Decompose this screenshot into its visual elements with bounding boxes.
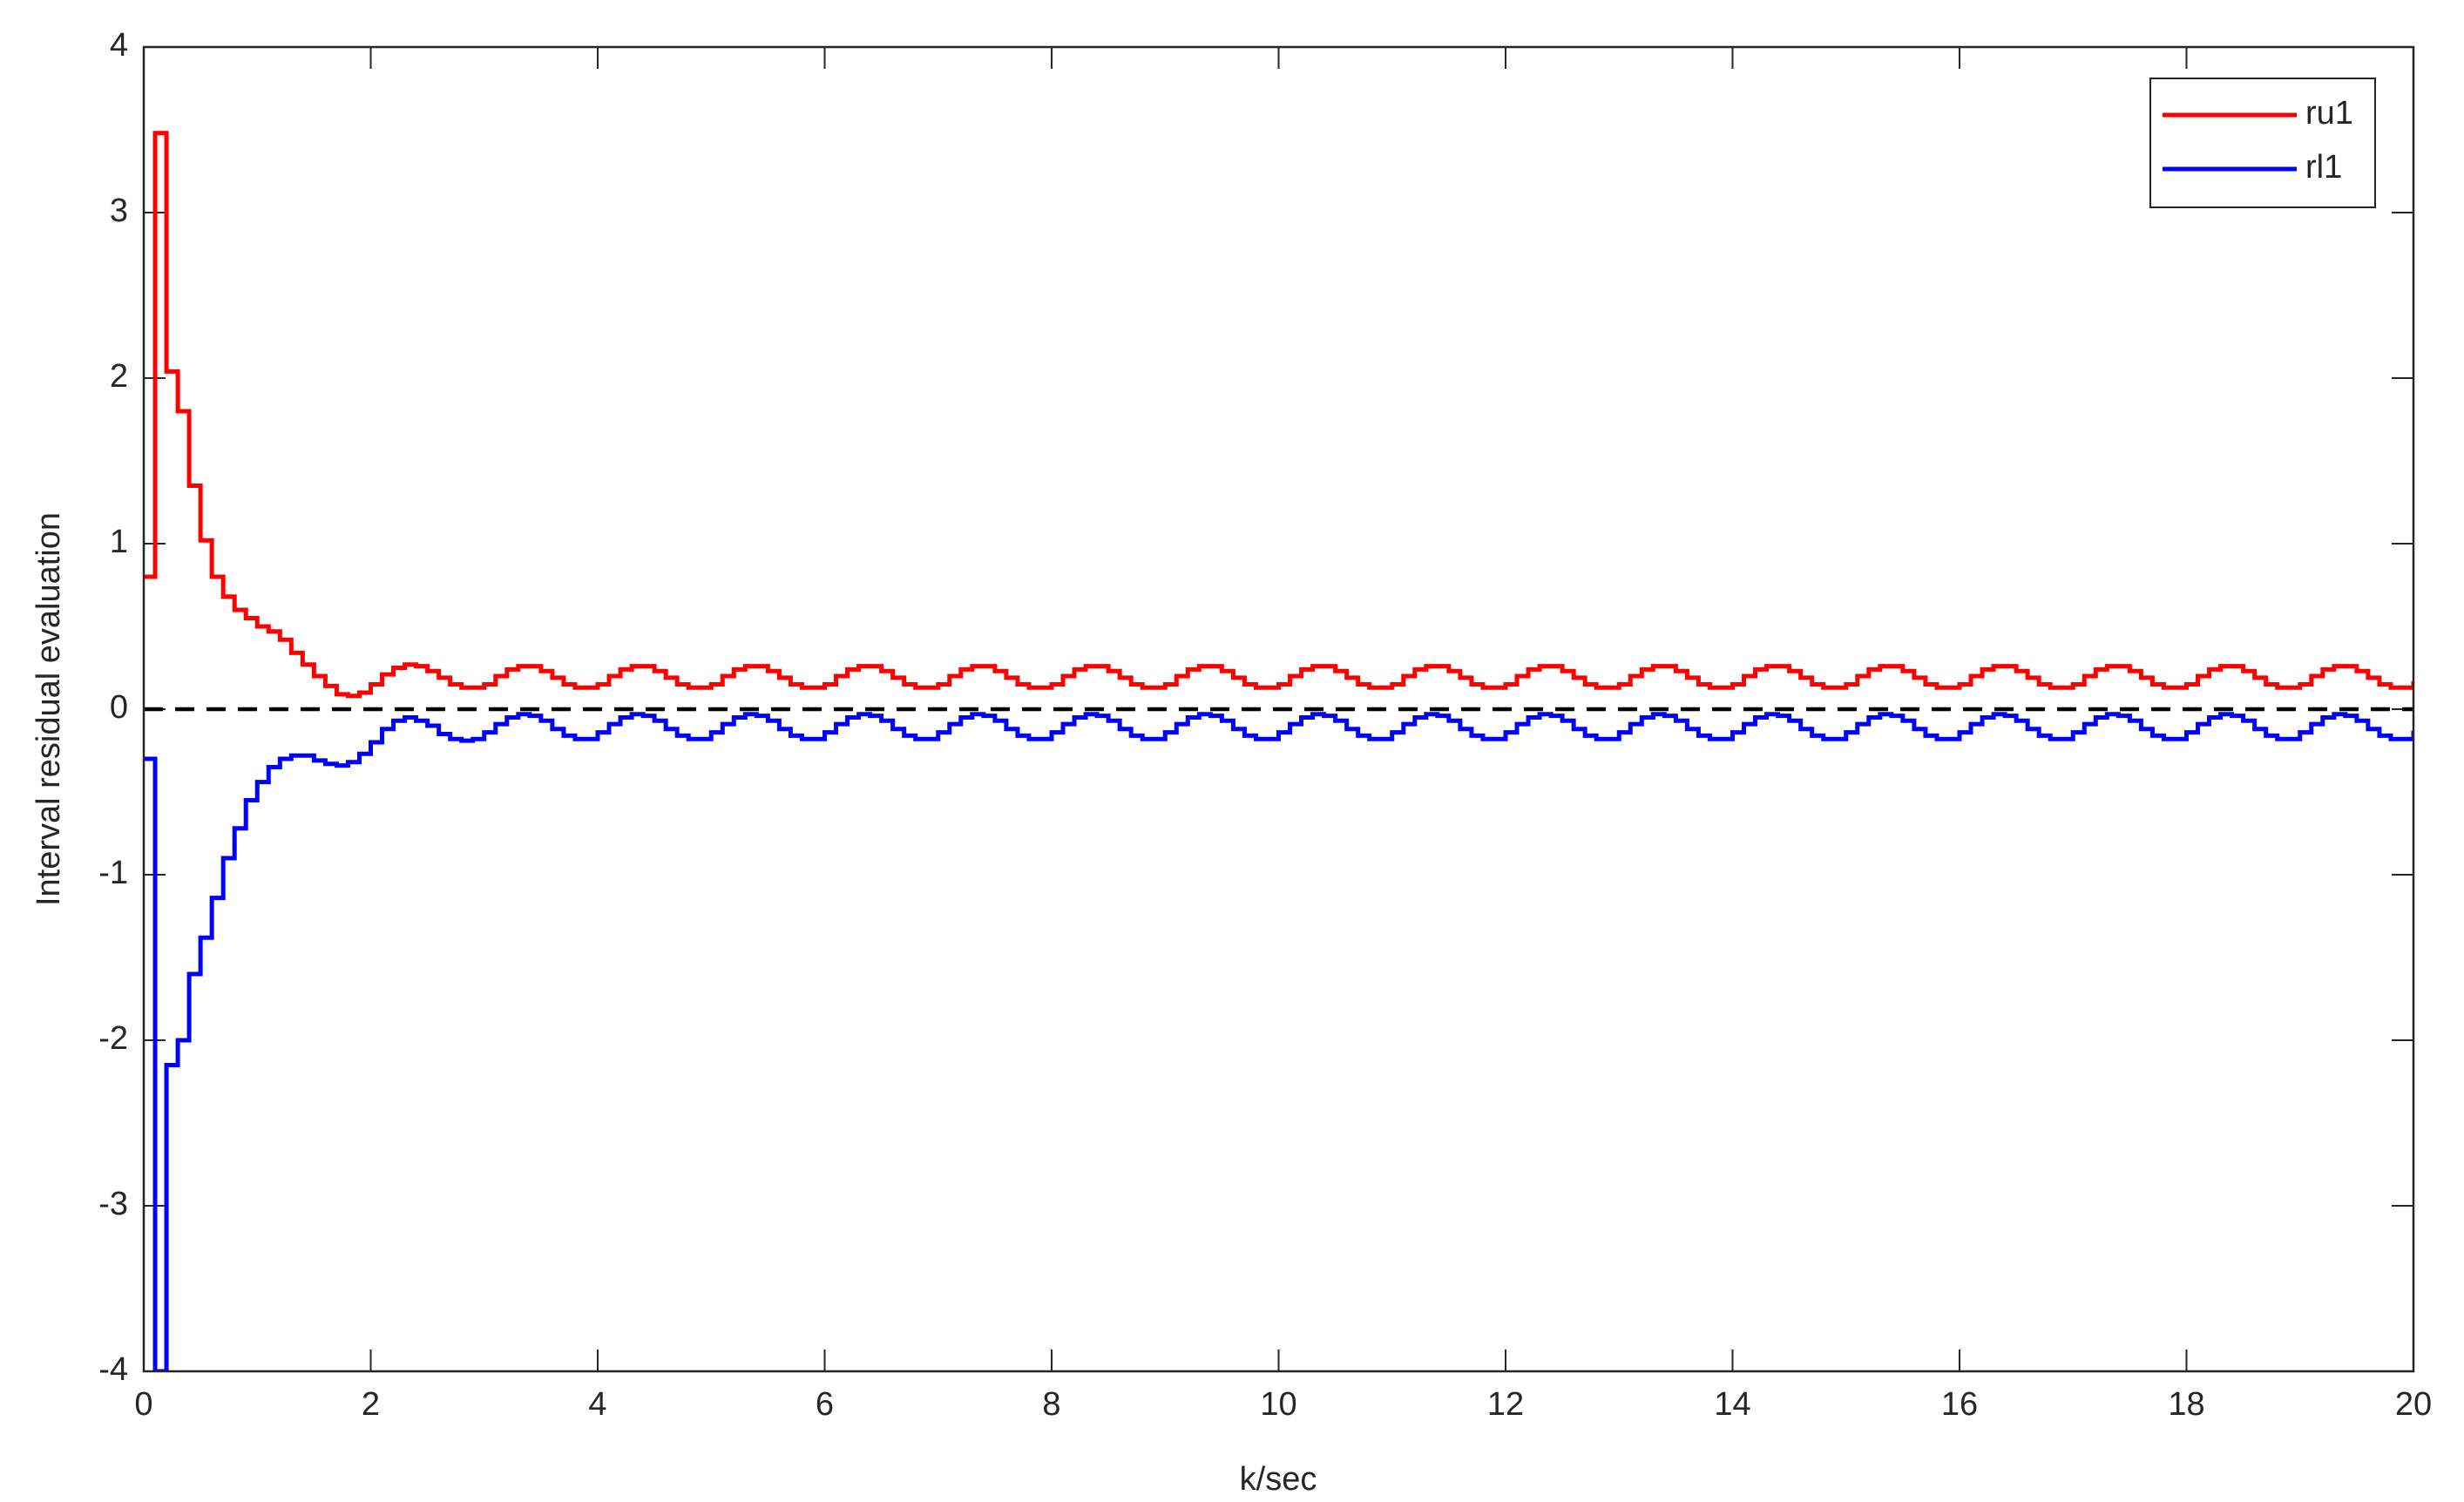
series-line	[144, 712, 2413, 1371]
y-tick-label: -1	[98, 855, 128, 891]
y-tick-label: 3	[110, 193, 128, 229]
legend-label: rl1	[2305, 149, 2342, 186]
legend-box	[2149, 78, 2376, 208]
x-tick-label: 10	[1260, 1386, 1296, 1423]
y-tick-label: -3	[98, 1186, 128, 1222]
legend-label: ru1	[2305, 95, 2353, 132]
x-tick-label: 2	[362, 1386, 380, 1423]
x-tick-label: 6	[816, 1386, 834, 1423]
series-line	[144, 131, 2413, 699]
y-tick-label: 4	[110, 27, 128, 64]
x-axis-label: k/sec	[1240, 1461, 1317, 1498]
y-tick-label: 2	[110, 358, 128, 395]
y-axis-label: Interval residual evaluation	[30, 512, 67, 906]
x-tick-label: 20	[2395, 1386, 2432, 1423]
x-tick-label: 0	[134, 1386, 152, 1423]
x-tick-label: 12	[1487, 1386, 1524, 1423]
axes-box	[142, 45, 2415, 1373]
x-tick-label: 18	[2168, 1386, 2204, 1423]
y-tick-label: 0	[110, 689, 128, 726]
x-tick-label: 4	[588, 1386, 606, 1423]
y-tick-label: -2	[98, 1020, 128, 1057]
x-tick-label: 14	[1714, 1386, 1750, 1423]
x-tick-label: 8	[1042, 1386, 1060, 1423]
y-tick-label: 1	[110, 524, 128, 560]
x-tick-label: 16	[1941, 1386, 1978, 1423]
y-tick-label: -4	[98, 1351, 128, 1388]
